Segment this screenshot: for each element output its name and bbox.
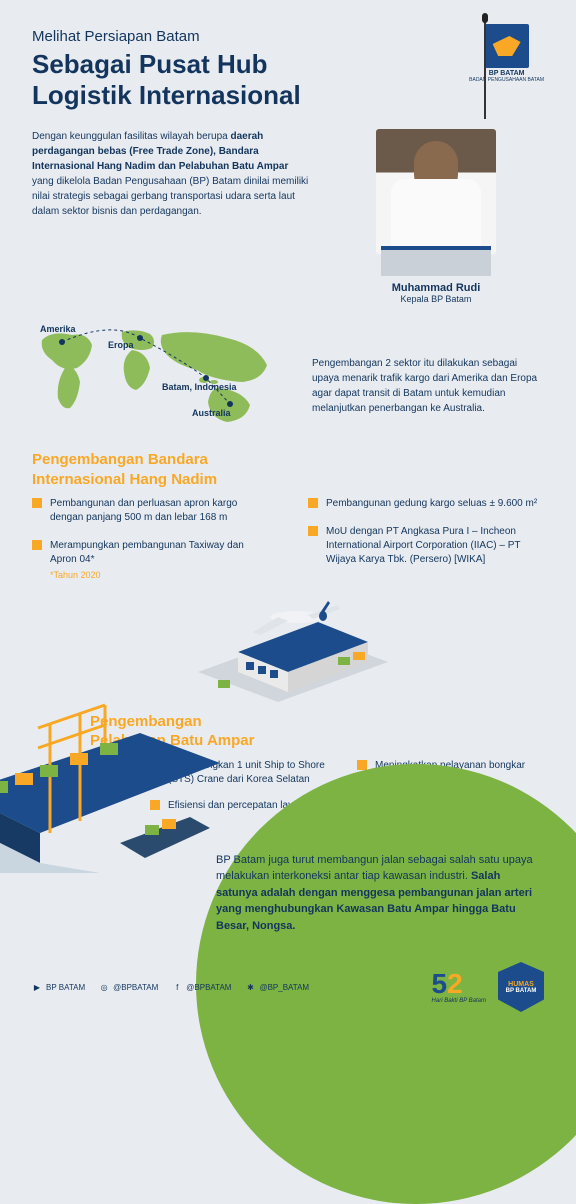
person-role: Kepala BP Batam	[401, 294, 472, 304]
social-links: ▶ BP BATAM ◎ @BPBATAM f @BPBATAM ✱ @BP_B…	[32, 982, 309, 992]
intro-suffix: yang dikelola Badan Pengusahaan (BP) Bat…	[32, 176, 308, 217]
bullet-text: Merampungkan pembangunan Taxiway dan Apr…	[50, 540, 244, 565]
closing-paragraph: BP Batam juga turut membangun jalan seba…	[216, 852, 536, 935]
bullet-square-icon	[357, 760, 367, 770]
title-line-2: Logistik Internasional	[32, 80, 301, 110]
social-instagram: ◎ @BPBATAM	[99, 982, 158, 992]
intro-prefix: Dengan keunggulan fasilitas wilayah beru…	[32, 131, 230, 142]
airport-title-l1: Pengembangan Bandara	[32, 451, 208, 468]
org-logo-block: BP BATAM BADAN PENGUSAHAAN BATAM	[469, 24, 544, 83]
humas-badge-icon: HUMAS BP BATAM	[498, 962, 544, 1012]
portrait-photo	[376, 129, 496, 254]
map-pin-australia: Australia	[192, 408, 231, 418]
social-handle: @BPBATAM	[186, 983, 231, 992]
bullet-square-icon	[32, 498, 42, 508]
social-handle: @BP_BATAM	[259, 983, 309, 992]
map-row: Amerika Eropa Batam, Indonesia Australia…	[0, 304, 576, 440]
humas-line2: BP BATAM	[506, 988, 537, 994]
logo-label: BP BATAM	[489, 70, 525, 77]
bullet-text: Pembangunan gedung kargo seluas ± 9.600 …	[326, 498, 537, 509]
social-handle: @BPBATAM	[113, 983, 158, 992]
map-pin-amerika: Amerika	[40, 324, 76, 334]
logo-sublabel: BADAN PENGUSAHAAN BATAM	[469, 77, 544, 83]
bullet-item: Pembangunan dan perluasan apron kargo de…	[32, 497, 268, 525]
bullet-item: Pembangunan gedung kargo seluas ± 9.600 …	[308, 497, 544, 511]
social-facebook: f @BPBATAM	[172, 982, 231, 992]
bullet-square-icon	[308, 526, 318, 536]
anniv-2: 2	[447, 968, 463, 999]
footer-logos: 52 Hari Bakti BP Batam HUMAS BP BATAM	[432, 962, 544, 1012]
anniversary-logo: 52 Hari Bakti BP Batam	[432, 970, 486, 1004]
youtube-icon: ▶	[32, 982, 42, 992]
bullet-square-icon	[32, 540, 42, 550]
footer: ▶ BP BATAM ◎ @BPBATAM f @BPBATAM ✱ @BP_B…	[0, 962, 576, 1012]
intro-paragraph: Dengan keunggulan fasilitas wilayah beru…	[32, 129, 312, 304]
map-pin-batam: Batam, Indonesia	[162, 382, 237, 392]
header: Melihat Persiapan Batam Sebagai Pusat Hu…	[0, 0, 576, 121]
facebook-icon: f	[172, 982, 182, 992]
airport-left-col: Pembangunan dan perluasan apron kargo de…	[32, 497, 268, 582]
bullet-square-icon	[308, 498, 318, 508]
world-map: Amerika Eropa Batam, Indonesia Australia	[32, 310, 292, 440]
social-twitter: ✱ @BP_BATAM	[245, 982, 309, 992]
bullet-text: Pembangunan dan perluasan apron kargo de…	[50, 498, 237, 523]
map-description: Pengembangan 2 sektor itu dilakukan seba…	[312, 310, 544, 440]
podium	[381, 246, 491, 276]
instagram-icon: ◎	[99, 982, 109, 992]
airport-title-l2: Internasional Hang Nadim	[32, 471, 217, 488]
title-line-1: Sebagai Pusat Hub	[32, 49, 268, 79]
bullet-text: MoU dengan PT Angkasa Pura I – Incheon I…	[326, 526, 520, 565]
intro-row: Dengan keunggulan fasilitas wilayah beru…	[0, 121, 576, 304]
person-block: Muhammad Rudi Kepala BP Batam	[328, 129, 544, 304]
airport-right-col: Pembangunan gedung kargo seluas ± 9.600 …	[308, 497, 544, 582]
microphone-icon	[484, 19, 486, 119]
port-illustration	[0, 693, 220, 873]
port-svg	[0, 693, 220, 873]
pretitle: Melihat Persiapan Batam	[32, 28, 544, 45]
humas-line1: HUMAS	[508, 981, 534, 988]
social-youtube: ▶ BP BATAM	[32, 982, 85, 992]
twitter-icon: ✱	[245, 982, 255, 992]
anniv-5: 5	[432, 968, 448, 999]
main-title: Sebagai Pusat Hub Logistik Internasional	[32, 49, 544, 111]
airport-section-title: Pengembangan Bandara Internasional Hang …	[0, 440, 576, 497]
person-name: Muhammad Rudi	[392, 282, 481, 294]
map-pin-eropa: Eropa	[108, 340, 134, 350]
social-handle: BP BATAM	[46, 983, 85, 992]
airport-bullets: Pembangunan dan perluasan apron kargo de…	[0, 497, 576, 582]
bullet-item: MoU dengan PT Angkasa Pura I – Incheon I…	[308, 525, 544, 567]
bp-batam-logo-icon	[485, 24, 529, 68]
